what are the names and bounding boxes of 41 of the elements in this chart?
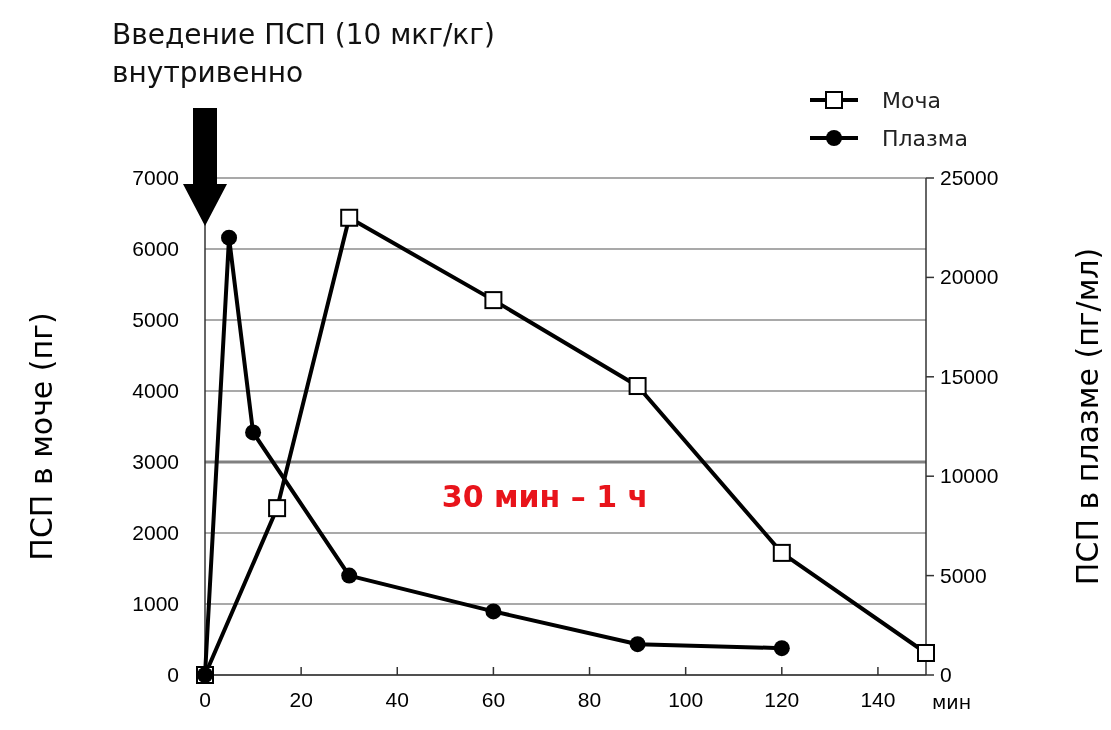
point xyxy=(773,640,790,657)
y2-tick-label: 15000 xyxy=(940,364,999,388)
x-tick-label: 0 xyxy=(199,688,211,711)
point xyxy=(245,424,262,441)
x-tick-label: 60 xyxy=(481,688,506,711)
x-tick-label: 40 xyxy=(385,688,409,711)
y-tick-label: 2000 xyxy=(132,521,179,544)
point xyxy=(772,543,791,562)
x-axis-title: мин xyxy=(932,691,972,713)
y2-tick-label: 10000 xyxy=(940,464,999,488)
y2-axis-title: ПСП в плазме (пг/мл) xyxy=(1070,247,1105,586)
y2-tick-label: 5000 xyxy=(940,563,987,587)
x-tick-label: 100 xyxy=(668,688,704,711)
y-tick-label: 4000 xyxy=(132,379,179,402)
annotation: 30 мин – 1 ч xyxy=(441,479,649,514)
point xyxy=(341,567,358,584)
x-tick-label: 120 xyxy=(764,688,800,711)
point xyxy=(484,291,503,310)
point xyxy=(485,603,502,620)
legend-label: Плазма xyxy=(882,126,968,151)
y-tick-label: 6000 xyxy=(132,237,179,260)
point xyxy=(917,643,935,662)
point xyxy=(628,377,647,396)
x-tick-label: 20 xyxy=(289,688,313,711)
y-axis-title: ПСП в моче (пг) xyxy=(24,312,59,561)
legend-label: Моча xyxy=(882,88,941,113)
point xyxy=(221,229,238,246)
point xyxy=(268,499,287,518)
y-tick-label: 0 xyxy=(167,663,179,686)
chart-title: Введение ПСП (10 мкг/кг) внутривенно xyxy=(112,18,495,89)
y-tick-label: 5000 xyxy=(132,308,179,331)
point xyxy=(340,208,359,227)
y2-tick-label: 25000 xyxy=(940,166,999,189)
x-tick-label: 140 xyxy=(860,688,896,711)
y-tick-label: 1000 xyxy=(132,592,179,615)
point xyxy=(629,636,646,653)
y2-tick-label: 20000 xyxy=(940,265,999,289)
y-tick-label: 7000 xyxy=(132,166,179,189)
y2-tick-label: 0 xyxy=(940,663,952,686)
x-tick-label: 80 xyxy=(577,688,602,711)
y-tick-label: 3000 xyxy=(132,450,179,473)
